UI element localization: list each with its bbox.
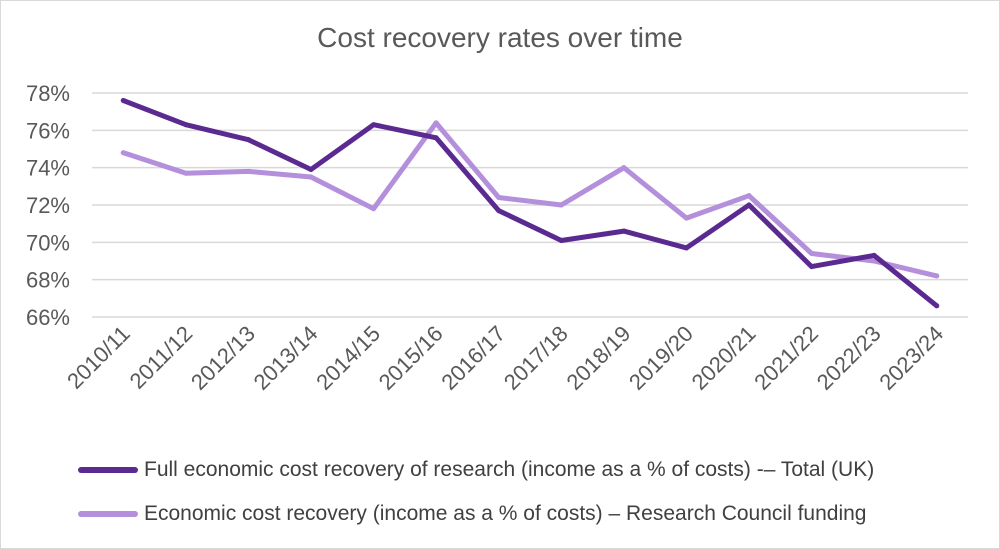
y-tick-label: 78%	[26, 81, 70, 106]
legend-item-research-council: Economic cost recovery (income as a % of…	[78, 502, 866, 526]
data-point-total-uk	[621, 228, 627, 234]
x-tick-label: 2016/17	[436, 321, 510, 395]
legend-item-total-uk: Full economic cost recovery of research …	[78, 458, 874, 482]
data-point-research-council	[934, 273, 940, 279]
x-tick-label: 2013/14	[249, 321, 323, 395]
data-point-total-uk	[433, 135, 439, 141]
y-tick-label: 70%	[26, 230, 70, 255]
data-point-total-uk	[934, 303, 940, 309]
data-point-total-uk	[120, 97, 126, 103]
data-point-total-uk	[308, 167, 314, 173]
data-point-total-uk	[871, 252, 877, 258]
data-point-research-council	[746, 193, 752, 199]
y-tick-label: 74%	[26, 156, 70, 181]
y-tick-label: 68%	[26, 268, 70, 293]
x-tick-label: 2023/24	[874, 321, 948, 395]
legend-swatch-research-council	[78, 511, 138, 517]
data-point-research-council	[871, 258, 877, 264]
data-point-total-uk	[809, 264, 815, 270]
data-point-total-uk	[183, 122, 189, 128]
series-line-total-uk	[120, 98, 940, 309]
data-point-research-council	[621, 165, 627, 171]
legend-swatch-total-uk	[78, 467, 138, 473]
y-tick-label: 66%	[26, 305, 70, 330]
data-point-total-uk	[371, 122, 377, 128]
x-tick-label: 2022/23	[812, 321, 886, 395]
data-point-total-uk	[746, 202, 752, 208]
data-point-research-council	[245, 168, 251, 174]
y-tick-label: 76%	[26, 118, 70, 143]
x-tick-label: 2010/11	[62, 321, 135, 394]
x-tick-label: 2017/18	[499, 321, 573, 395]
data-point-total-uk	[245, 137, 251, 143]
x-tick-label: 2014/15	[311, 321, 385, 395]
x-tick-label: 2011/12	[125, 321, 198, 394]
legend-label-total-uk: Full economic cost recovery of research …	[144, 458, 875, 481]
legend-label-research-council: Economic cost recovery (income as a % of…	[144, 502, 867, 525]
data-point-research-council	[433, 120, 439, 126]
data-point-research-council	[183, 170, 189, 176]
data-point-research-council	[809, 251, 815, 257]
data-point-research-council	[308, 174, 314, 180]
x-tick-label: 2020/21	[687, 321, 761, 395]
y-tick-label: 72%	[26, 193, 70, 218]
data-point-total-uk	[558, 237, 564, 243]
data-point-research-council	[120, 150, 126, 156]
data-point-total-uk	[683, 245, 689, 251]
data-point-research-council	[496, 195, 502, 201]
x-tick-label: 2015/16	[374, 321, 448, 395]
data-point-research-council	[558, 202, 564, 208]
data-point-total-uk	[496, 208, 502, 214]
chart-title: Cost recovery rates over time	[317, 22, 683, 53]
x-tick-label: 2012/13	[186, 321, 260, 395]
series-line-research-council	[120, 120, 940, 279]
x-tick-label: 2019/20	[624, 321, 698, 395]
data-point-research-council	[683, 215, 689, 221]
x-tick-label: 2021/22	[749, 321, 823, 395]
x-tick-label: 2018/19	[561, 321, 635, 395]
data-point-research-council	[371, 206, 377, 212]
